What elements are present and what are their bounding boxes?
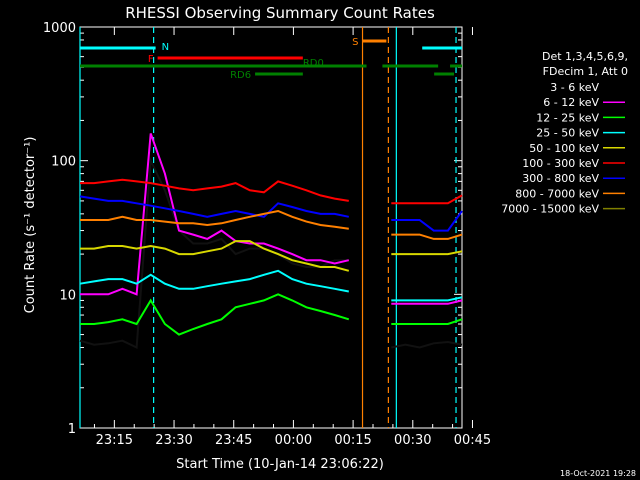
series-line-4	[80, 240, 350, 272]
legend-entry-label: 6 - 12 keV	[543, 96, 599, 109]
legend-entry-label: 800 - 7000 keV	[515, 187, 599, 200]
flag-label-n: N	[162, 42, 169, 53]
legend-entry-label: 3 - 6 keV	[550, 81, 599, 94]
y-tick-label: 1	[68, 422, 76, 437]
legend: 3 - 6 keV 6 - 12 keV 12 - 25 keV 25 - 50 ke…	[501, 81, 625, 216]
footer-date: 18-Oct-2021 19:28	[560, 469, 636, 478]
plot-area: 23:15 23:30 23:45 00:00 00:15 00:30 00:45 1 10 10…	[43, 21, 491, 448]
flag-label-f: F	[148, 54, 154, 65]
series-line-7	[391, 233, 463, 240]
chart-title: RHESSI Observing Summary Count Rates	[125, 4, 435, 22]
x-tick-label: 00:15	[334, 433, 371, 448]
legend-entry-label: 25 - 50 keV	[536, 127, 599, 140]
x-tick-label: 00:30	[394, 433, 431, 448]
flag-label-rd0: RD0	[303, 58, 324, 69]
series-line-2	[80, 293, 350, 336]
series-line-6	[79, 195, 350, 218]
series-line-2	[391, 318, 463, 325]
x-axis-label: Start Time (10-Jan-14 23:06:22)	[176, 457, 384, 472]
series-line-1	[80, 133, 350, 296]
legend-entry-label: 300 - 800 keV	[522, 172, 599, 185]
legend-entry-label: 12 - 25 keV	[536, 111, 599, 124]
x-tick-label: 23:30	[155, 433, 192, 448]
legend-header-line-2: FDecim 1, Att 0	[543, 65, 628, 78]
series-line-5	[80, 178, 349, 202]
x-tick-label: 23:15	[96, 433, 133, 448]
flag-label-rd6: RD6	[230, 70, 251, 81]
series-line-7	[80, 209, 349, 230]
legend-entry-label: 100 - 300 keV	[522, 157, 599, 170]
series-line-5	[391, 194, 463, 205]
series-line-3	[79, 269, 349, 293]
series-line-0	[391, 340, 463, 349]
x-tick-label: 00:00	[275, 433, 312, 448]
series-line-3	[391, 296, 463, 302]
y-tick-label: 1000	[43, 21, 76, 36]
y-tick-label: 100	[51, 155, 76, 170]
x-tick-label: 00:45	[454, 433, 491, 448]
series-line-6	[391, 210, 463, 232]
y-tick-label: 10	[59, 288, 76, 303]
series-line-0	[79, 156, 349, 350]
legend-entry-label: 50 - 100 keV	[529, 142, 599, 155]
flag-label-s: S	[352, 37, 358, 48]
y-axis-label: Count Rate (s⁻¹ detector⁻¹)	[23, 137, 38, 314]
legend-header-line-1: Det 1,3,4,5,6,9,	[542, 50, 628, 63]
series-line-4	[391, 250, 463, 256]
legend-entry-label: 7000 - 15000 keV	[501, 203, 599, 216]
series-line-1	[391, 299, 463, 305]
x-tick-label: 23:45	[215, 433, 252, 448]
